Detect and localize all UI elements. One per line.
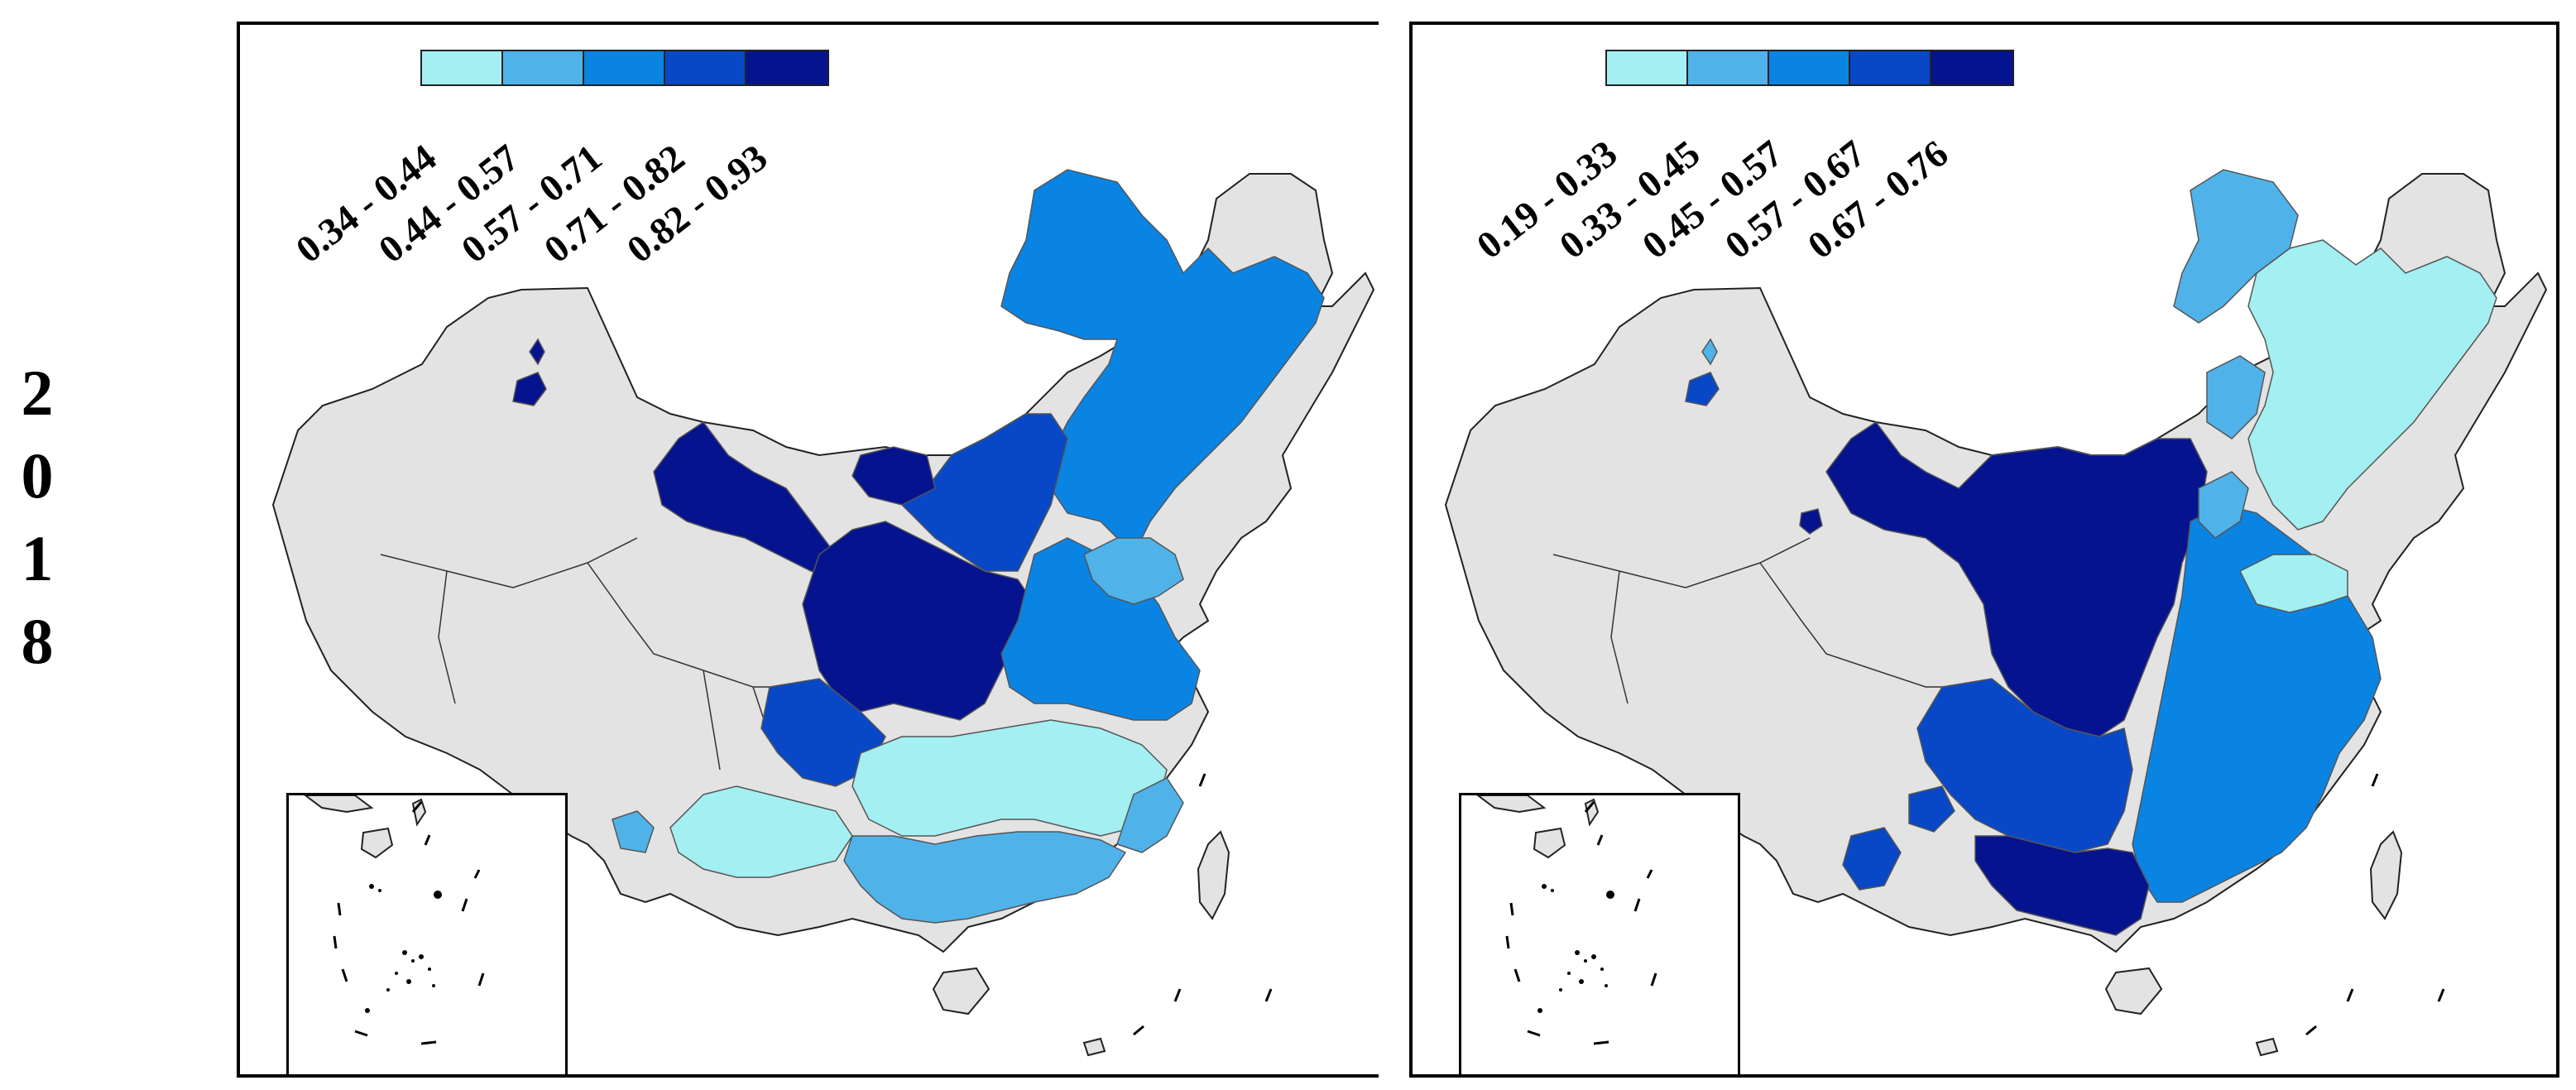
taiwan-island: [2369, 830, 2403, 920]
inset-islands: [1537, 884, 1614, 1013]
region-yunnan-north: [1908, 785, 1955, 833]
region-xinjiang-dark: [529, 338, 545, 366]
legend-swatch: [1769, 51, 1850, 84]
legend-swatch: [746, 51, 827, 84]
province-boundary: [1552, 537, 1992, 704]
south-china-sea-inset: [1459, 793, 1740, 1074]
map-panel-left: 0.34 - 0.44 0.44 - 0.57 0.57 - 0.71 0.71…: [237, 22, 1379, 1078]
inset-hainan: [1533, 827, 1566, 859]
region-jilin-west: [2206, 355, 2266, 439]
legend-swatch: [422, 51, 503, 84]
region-hebei: [2198, 471, 2249, 539]
inset-dash-line: [1505, 801, 1657, 1045]
inset-taiwan: [1584, 798, 1600, 827]
inset-landmass: [303, 795, 374, 814]
region-shandong: [2238, 554, 2348, 613]
inset-map: [303, 795, 485, 1045]
region-yunnan: [669, 785, 853, 878]
china-choropleth-map: [271, 169, 1375, 1016]
legend-color-bar: [420, 50, 829, 86]
china-choropleth-map: [1444, 169, 2548, 1016]
region-north-dark: [1825, 420, 2208, 737]
hainan-island: [932, 967, 991, 1016]
region-north-dark: [851, 446, 936, 506]
region-yunnan: [1842, 827, 1902, 891]
legend-color-bar: [1605, 50, 2014, 86]
province-boundary: [380, 537, 820, 771]
inset-taiwan: [411, 798, 427, 827]
region-southern: [843, 831, 1127, 924]
year-digit: 1: [21, 522, 54, 594]
legend-swatch: [1850, 51, 1931, 84]
inset-landmass: [1475, 795, 1547, 814]
region-central: [1916, 678, 2133, 853]
region-shandong: [1083, 537, 1184, 605]
year-digit: 0: [21, 439, 54, 511]
region-central-dark: [802, 521, 1035, 721]
region-inner-mongolia: [900, 413, 1068, 572]
region-tibet-se: [612, 810, 655, 853]
region-xinjiang-north: [1701, 338, 1718, 366]
inset-map: [1475, 795, 1657, 1045]
inset-hainan: [360, 827, 394, 859]
region-qinghai: [1799, 508, 1823, 535]
region-northeast: [2247, 239, 2497, 531]
year-digit: 8: [21, 605, 54, 677]
legend-swatch: [1688, 51, 1769, 84]
legend-swatch: [584, 51, 665, 84]
region-south-center: [851, 719, 1168, 837]
region-guangxi: [1974, 835, 2150, 936]
hainan-island: [2104, 967, 2163, 1016]
region-heilongjiang-west: [2173, 169, 2299, 324]
legend-swatch: [1931, 51, 2012, 84]
region-northeast: [1000, 169, 1325, 556]
legend-swatch: [503, 51, 584, 84]
year-digit: 2: [21, 357, 54, 429]
inset-islands: [365, 884, 442, 1013]
year-label: 2 0 1 8: [17, 352, 58, 683]
legend-swatch: [1607, 51, 1688, 84]
legend-swatch: [665, 51, 746, 84]
region-xinjiang-dark: [512, 372, 547, 406]
inset-dash-line: [333, 801, 485, 1045]
region-xinjiang: [1685, 372, 1720, 406]
map-panel-right: 0.19 - 0.33 0.33 - 0.45 0.45 - 0.57 0.57…: [1409, 22, 2559, 1078]
taiwan-island: [1197, 830, 1230, 920]
south-china-sea-inset: [286, 793, 568, 1074]
region-sichuan: [760, 678, 886, 787]
